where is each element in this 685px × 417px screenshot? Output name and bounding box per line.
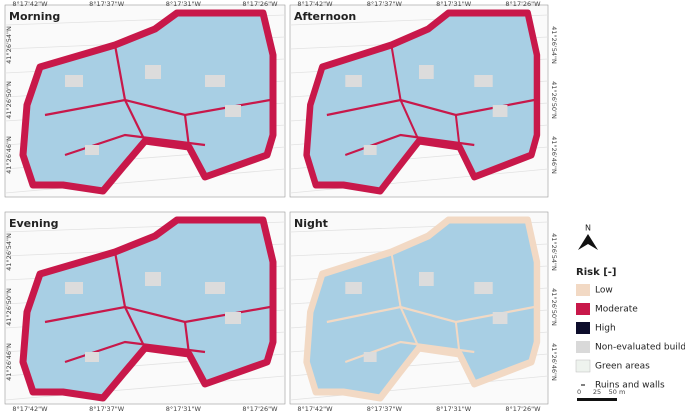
panel-title: Night bbox=[294, 217, 328, 230]
longitude-label: 8°17'26"W bbox=[242, 0, 278, 8]
latitude-label: 41°26'50"N bbox=[550, 81, 558, 119]
longitude-label: 8°17'42"W bbox=[12, 0, 48, 8]
courtyard bbox=[492, 312, 508, 324]
longitude-label: 8°17'31"W bbox=[166, 0, 202, 8]
north-label: N bbox=[585, 224, 591, 233]
latitude-label: 41°26'54"N bbox=[550, 26, 558, 64]
scale-label: 0 bbox=[577, 388, 581, 396]
longitude-label: 8°17'37"W bbox=[89, 405, 125, 413]
longitude-label: 8°17'37"W bbox=[89, 0, 125, 8]
courtyard bbox=[419, 65, 434, 79]
courtyard bbox=[474, 75, 493, 87]
north-arrow bbox=[578, 234, 598, 250]
latitude-label: 41°26'50"N bbox=[5, 81, 13, 119]
courtyard bbox=[419, 272, 434, 286]
latitude-label: 41°26'46"N bbox=[5, 343, 13, 381]
legend-swatch bbox=[575, 359, 591, 373]
risk-street bbox=[113, 44, 146, 142]
legend-swatch bbox=[576, 322, 590, 334]
legend-label: Green areas bbox=[595, 362, 650, 372]
courtyard bbox=[225, 105, 241, 117]
street bbox=[289, 375, 549, 401]
scale-label: 50 m bbox=[609, 388, 626, 396]
legend-label: High bbox=[595, 324, 616, 334]
courtyard bbox=[345, 75, 362, 87]
scale-label: 25 bbox=[593, 388, 601, 396]
latitude-label: 41°26'46"N bbox=[5, 136, 13, 174]
risk-street bbox=[390, 44, 420, 142]
courtyard bbox=[65, 75, 83, 87]
map-panel bbox=[4, 216, 286, 402]
risk-street bbox=[454, 321, 461, 355]
legend-swatch bbox=[576, 341, 590, 353]
legend-label: Ruins and walls bbox=[595, 381, 665, 391]
map-panel bbox=[289, 216, 549, 402]
latitude-label: 41°26'50"N bbox=[550, 288, 558, 326]
courtyard bbox=[145, 272, 161, 286]
scale-bar bbox=[577, 398, 617, 401]
legend-label: Low bbox=[595, 286, 613, 296]
latitude-label: 41°26'54"N bbox=[5, 26, 13, 64]
map-panel bbox=[4, 9, 286, 195]
legend-swatch bbox=[576, 284, 590, 296]
courtyard bbox=[345, 282, 362, 294]
latitude-label: 41°26'50"N bbox=[5, 288, 13, 326]
courtyard bbox=[85, 145, 99, 155]
latitude-label: 41°26'54"N bbox=[550, 233, 558, 271]
risk-street bbox=[454, 114, 461, 148]
risk-street bbox=[183, 114, 191, 148]
panel-title: Morning bbox=[9, 10, 60, 23]
panel-title: Afternoon bbox=[294, 10, 356, 23]
courtyard bbox=[225, 312, 241, 324]
latitude-label: 41°26'46"N bbox=[550, 343, 558, 381]
longitude-label: 8°17'42"W bbox=[297, 0, 333, 8]
risk-street bbox=[390, 251, 420, 349]
longitude-label: 8°17'37"W bbox=[367, 0, 403, 8]
longitude-label: 8°17'31"W bbox=[436, 0, 472, 8]
legend-label: Non-evaluated buildings bbox=[595, 343, 685, 353]
courtyard bbox=[85, 352, 99, 362]
street bbox=[4, 168, 286, 194]
legend-label: Moderate bbox=[595, 305, 638, 315]
courtyard bbox=[363, 352, 377, 362]
longitude-label: 8°17'37"W bbox=[367, 405, 403, 413]
street bbox=[4, 375, 286, 401]
longitude-label: 8°17'42"W bbox=[12, 405, 48, 413]
risk-street bbox=[183, 321, 191, 355]
longitude-label: 8°17'26"W bbox=[505, 0, 541, 8]
map-panel bbox=[289, 9, 549, 195]
courtyard bbox=[65, 282, 83, 294]
courtyard bbox=[205, 282, 225, 294]
longitude-label: 8°17'31"W bbox=[166, 405, 202, 413]
courtyard bbox=[363, 145, 377, 155]
latitude-label: 41°26'46"N bbox=[550, 136, 558, 174]
longitude-label: 8°17'26"W bbox=[505, 405, 541, 413]
courtyard bbox=[205, 75, 225, 87]
longitude-label: 8°17'26"W bbox=[242, 405, 278, 413]
street bbox=[289, 168, 549, 194]
latitude-label: 41°26'54"N bbox=[5, 233, 13, 271]
courtyard bbox=[145, 65, 161, 79]
legend-title: Risk [-] bbox=[576, 267, 617, 278]
courtyard bbox=[474, 282, 493, 294]
panel-title: Evening bbox=[9, 217, 58, 230]
legend-swatch bbox=[576, 303, 590, 315]
courtyard bbox=[492, 105, 508, 117]
longitude-label: 8°17'31"W bbox=[436, 405, 472, 413]
risk-street bbox=[113, 251, 146, 349]
longitude-label: 8°17'42"W bbox=[297, 405, 333, 413]
